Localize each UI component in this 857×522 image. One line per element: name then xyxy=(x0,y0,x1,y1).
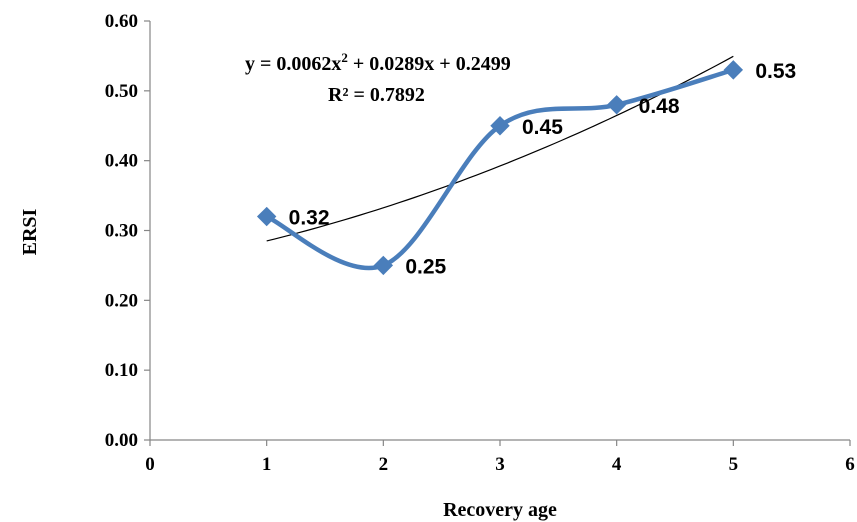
y-tick-label: 0.20 xyxy=(105,290,138,311)
data-label: 0.53 xyxy=(755,60,796,83)
y-tick-label: 0.10 xyxy=(105,360,138,381)
data-label: 0.32 xyxy=(289,207,330,230)
x-tick-label: 0 xyxy=(145,454,155,475)
data-point-marker xyxy=(256,206,277,227)
x-tick-label: 2 xyxy=(379,454,389,475)
x-tick-label: 4 xyxy=(612,454,622,475)
x-tick-label: 1 xyxy=(262,454,272,475)
y-tick-label: 0.60 xyxy=(105,11,138,32)
data-label: 0.48 xyxy=(639,95,680,118)
data-label: 0.45 xyxy=(522,116,563,139)
y-tick-label: 0.30 xyxy=(105,221,138,242)
trendline-r-squared: R² = 0.7892 xyxy=(328,84,425,106)
trendline xyxy=(266,55,734,242)
x-tick-label: 5 xyxy=(729,454,739,475)
y-tick-label: 0.40 xyxy=(105,151,138,172)
data-labels: 0.32 0.25 0.45 0.48 0.53 xyxy=(289,60,797,279)
y-tick-label: 0.50 xyxy=(105,81,138,102)
axes xyxy=(149,21,850,441)
y-tick-label: 0.00 xyxy=(105,430,138,451)
y-ticks: 0.00 0.10 0.20 0.30 0.40 0.50 0.60 xyxy=(105,11,150,451)
data-point-marker xyxy=(723,60,744,80)
data-point-marker xyxy=(606,95,627,115)
data-point-marker xyxy=(490,116,510,136)
x-axis-title: Recovery age xyxy=(443,499,557,521)
x-ticks: 0 1 2 3 4 5 6 xyxy=(145,440,855,475)
data-label: 0.25 xyxy=(405,255,446,278)
data-markers xyxy=(256,60,744,276)
x-tick-label: 3 xyxy=(495,454,505,475)
x-tick-label: 6 xyxy=(845,454,855,475)
y-axis-title: ERSI xyxy=(19,208,41,255)
trendline-equation: y = 0.0062x2 + 0.0289x + 0.2499 xyxy=(245,50,511,75)
data-point-marker xyxy=(373,255,394,276)
